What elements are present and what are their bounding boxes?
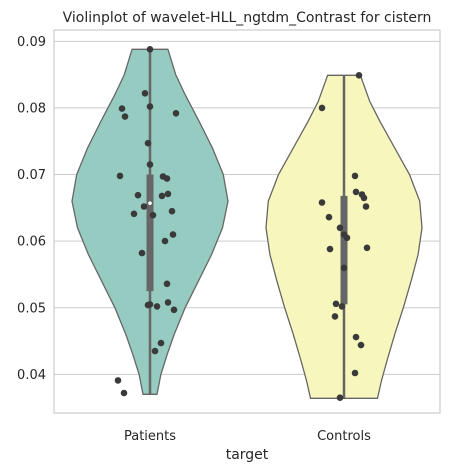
y-tick-label: 0.08 (17, 101, 46, 116)
median-marker-patients (148, 201, 152, 205)
data-point (158, 192, 166, 200)
chart-title: Violinplot of wavelet-HLL_ngtdm_Contrast… (63, 10, 432, 26)
data-point (170, 306, 178, 314)
y-tick-labels: 0.04 0.05 0.06 0.07 0.08 0.09 (17, 35, 46, 383)
data-point (151, 347, 159, 355)
data-point (355, 72, 363, 79)
data-point (146, 46, 154, 53)
data-point (161, 237, 169, 245)
data-point (343, 234, 351, 242)
data-point (134, 191, 142, 199)
data-point (149, 211, 157, 219)
data-point (331, 313, 339, 320)
data-point (352, 188, 360, 196)
x-tick-label: Patients (124, 429, 176, 444)
y-tick-label: 0.06 (17, 235, 46, 250)
data-point (318, 104, 326, 112)
data-point (340, 264, 348, 272)
data-point (360, 194, 368, 202)
data-point (362, 203, 370, 210)
data-point (140, 203, 148, 210)
data-point (325, 213, 333, 221)
data-point (130, 210, 138, 218)
data-point (326, 245, 334, 253)
data-point (172, 110, 180, 117)
data-point (338, 303, 346, 310)
data-point (163, 175, 171, 182)
data-point (357, 341, 365, 349)
violins (71, 48, 423, 399)
data-point (168, 207, 176, 215)
x-tick-label: Controls (317, 429, 371, 444)
data-point (118, 105, 126, 112)
data-point (116, 172, 124, 180)
data-point (144, 301, 152, 309)
x-axis-label: target (226, 447, 269, 463)
y-tick-label: 0.07 (17, 168, 46, 183)
data-point (114, 377, 122, 384)
data-point (164, 299, 172, 306)
data-point (351, 369, 359, 377)
y-tick-label: 0.04 (17, 368, 46, 383)
data-point (157, 339, 165, 347)
y-tick-label: 0.09 (17, 35, 46, 50)
data-point (146, 103, 154, 110)
data-point (120, 389, 128, 397)
data-point (332, 300, 340, 308)
data-point (169, 231, 177, 238)
data-point (318, 199, 326, 206)
data-point (163, 280, 171, 288)
x-tick-labels: Patients Controls (124, 429, 371, 444)
data-point (138, 249, 146, 257)
data-point (141, 90, 149, 97)
data-point (352, 333, 360, 341)
data-point (153, 303, 161, 310)
data-point (336, 224, 344, 232)
data-point (146, 161, 154, 168)
data-point (336, 394, 344, 402)
y-tick-label: 0.05 (17, 301, 46, 316)
data-point (121, 113, 129, 120)
data-point (164, 190, 172, 198)
strip-points (114, 46, 371, 402)
plot-frame (53, 29, 441, 414)
data-point (144, 139, 152, 147)
data-point (351, 172, 359, 180)
data-point (363, 244, 371, 252)
